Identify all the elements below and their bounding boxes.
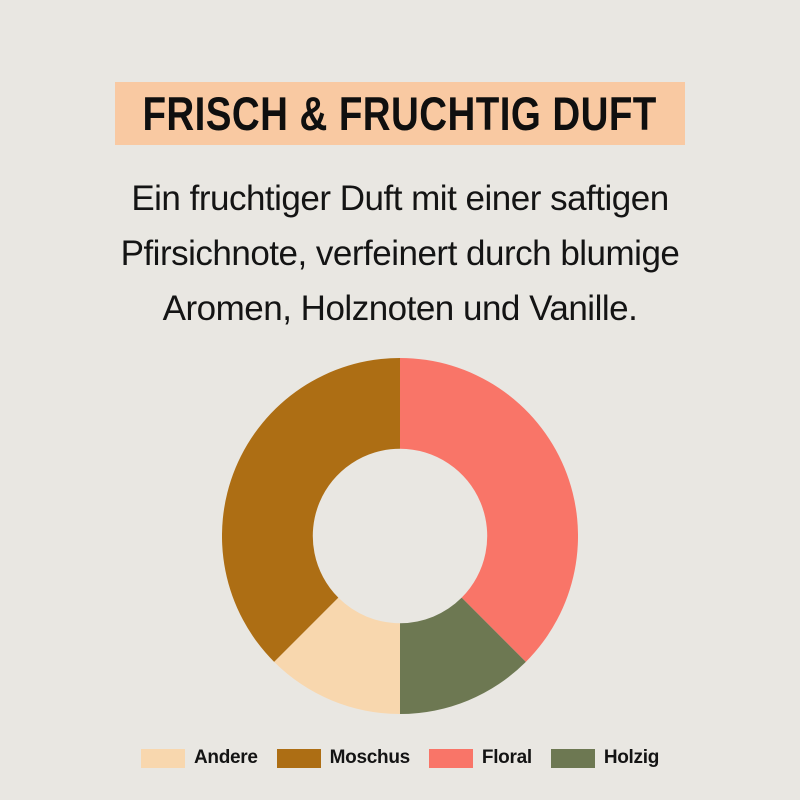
description-line: Pfirsichnote, verfeinert durch blumige xyxy=(120,234,680,273)
donut-segment-holzig xyxy=(400,597,526,714)
donut-chart-svg xyxy=(222,358,578,714)
legend-label: Holzig xyxy=(603,747,660,768)
donut-segment-andere xyxy=(274,597,400,714)
legend-swatch-floral xyxy=(428,748,473,768)
donut-segment-moschus xyxy=(222,358,400,662)
page-title: FRISCH & FRUCHTIG DUFT xyxy=(142,87,658,140)
legend-swatch-andere xyxy=(140,748,185,768)
donut-segment-floral xyxy=(400,358,578,662)
title-banner: FRISCH & FRUCHTIG DUFT xyxy=(115,82,685,145)
legend-item-moschus: Moschus xyxy=(276,747,411,769)
legend-swatch-holzig xyxy=(550,748,595,768)
legend-item-andere: Andere xyxy=(140,747,258,769)
legend-label: Floral xyxy=(481,747,532,768)
description-text: Ein fruchtiger Duft mit einer saftigen P… xyxy=(0,171,800,336)
chart-legend: Andere Moschus Floral Holzig xyxy=(0,747,800,769)
legend-item-floral: Floral xyxy=(428,747,532,769)
donut-chart xyxy=(222,358,578,714)
legend-label: Andere xyxy=(193,747,258,768)
legend-swatch-moschus xyxy=(276,748,321,768)
description-line: Ein fruchtiger Duft mit einer saftigen xyxy=(131,179,669,218)
description-line: Aromen, Holznoten und Vanille. xyxy=(162,289,638,328)
legend-label: Moschus xyxy=(329,747,411,768)
legend-item-holzig: Holzig xyxy=(550,747,660,769)
